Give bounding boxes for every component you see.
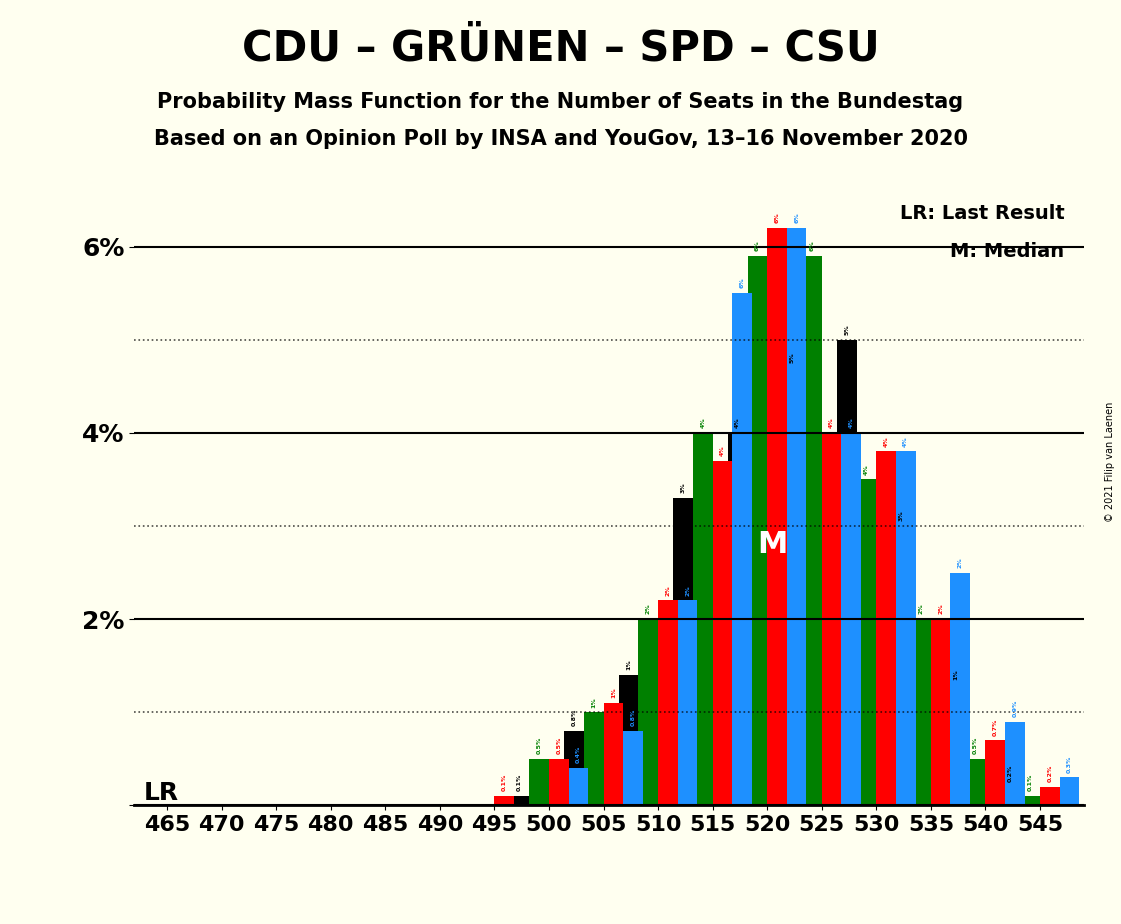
- Text: 2%: 2%: [938, 603, 943, 614]
- Bar: [748, 256, 767, 806]
- Bar: [803, 256, 822, 806]
- Bar: [728, 432, 748, 806]
- Bar: [678, 601, 697, 806]
- Text: 0.5%: 0.5%: [556, 736, 562, 754]
- Text: 0.5%: 0.5%: [537, 736, 541, 754]
- Bar: [639, 619, 658, 806]
- Text: 1%: 1%: [627, 660, 631, 670]
- Text: 5%: 5%: [844, 324, 850, 335]
- Bar: [985, 740, 1006, 806]
- Bar: [787, 228, 806, 806]
- Text: 2%: 2%: [957, 557, 963, 568]
- Text: 2%: 2%: [918, 603, 924, 614]
- Bar: [891, 526, 911, 806]
- Bar: [549, 759, 568, 806]
- Text: 4%: 4%: [735, 418, 740, 428]
- Text: 0.9%: 0.9%: [1012, 699, 1018, 717]
- Text: 0.1%: 0.1%: [517, 774, 522, 791]
- Bar: [822, 432, 842, 806]
- Text: 0.1%: 0.1%: [502, 774, 507, 791]
- Text: 6%: 6%: [809, 240, 814, 251]
- Bar: [658, 601, 678, 806]
- Text: 4%: 4%: [701, 418, 705, 428]
- Bar: [946, 685, 966, 806]
- Bar: [837, 340, 856, 806]
- Text: 2%: 2%: [685, 585, 691, 596]
- Text: 1%: 1%: [611, 687, 615, 699]
- Bar: [877, 452, 896, 806]
- Text: Based on an Opinion Poll by INSA and YouGov, 13–16 November 2020: Based on an Opinion Poll by INSA and You…: [154, 129, 967, 150]
- Bar: [1020, 796, 1040, 806]
- Text: 6%: 6%: [754, 240, 760, 251]
- Text: Probability Mass Function for the Number of Seats in the Bundestag: Probability Mass Function for the Number…: [157, 92, 964, 113]
- Bar: [1059, 777, 1080, 806]
- Text: 1%: 1%: [954, 669, 958, 680]
- Text: 0.3%: 0.3%: [1067, 756, 1072, 772]
- Bar: [623, 731, 642, 806]
- Text: 3%: 3%: [680, 482, 686, 493]
- Text: LR: Last Result: LR: Last Result: [900, 204, 1065, 223]
- Bar: [603, 703, 623, 806]
- Text: 0.1%: 0.1%: [1028, 774, 1032, 791]
- Text: 0.8%: 0.8%: [630, 709, 636, 726]
- Bar: [1001, 786, 1020, 806]
- Bar: [856, 480, 877, 806]
- Text: 6%: 6%: [775, 213, 779, 224]
- Text: 4%: 4%: [720, 445, 725, 456]
- Text: LR: LR: [143, 781, 179, 805]
- Bar: [584, 712, 603, 806]
- Bar: [896, 452, 916, 806]
- Bar: [782, 368, 803, 806]
- Text: 4%: 4%: [904, 436, 908, 447]
- Text: 6%: 6%: [740, 278, 744, 288]
- Bar: [693, 432, 713, 806]
- Text: 0.8%: 0.8%: [572, 709, 576, 726]
- Text: 5%: 5%: [790, 352, 795, 363]
- Bar: [842, 432, 861, 806]
- Bar: [568, 768, 589, 806]
- Text: 4%: 4%: [849, 418, 854, 428]
- Text: M: Median: M: Median: [951, 242, 1065, 261]
- Bar: [619, 675, 639, 806]
- Bar: [529, 759, 549, 806]
- Bar: [510, 796, 529, 806]
- Text: 2%: 2%: [646, 603, 651, 614]
- Bar: [767, 228, 787, 806]
- Text: 4%: 4%: [883, 436, 889, 447]
- Text: M: M: [758, 530, 788, 559]
- Bar: [732, 293, 752, 806]
- Bar: [1040, 786, 1059, 806]
- Bar: [951, 573, 970, 806]
- Bar: [930, 619, 951, 806]
- Text: 3%: 3%: [899, 511, 904, 521]
- Text: 0.2%: 0.2%: [1008, 765, 1013, 782]
- Bar: [713, 461, 732, 806]
- Text: 2%: 2%: [666, 585, 670, 596]
- Bar: [911, 619, 930, 806]
- Text: 6%: 6%: [794, 213, 799, 224]
- Text: 4%: 4%: [830, 418, 834, 428]
- Bar: [966, 759, 985, 806]
- Text: 0.2%: 0.2%: [1047, 765, 1053, 782]
- Bar: [1006, 722, 1025, 806]
- Text: 4%: 4%: [864, 464, 869, 475]
- Bar: [564, 731, 584, 806]
- Bar: [674, 498, 693, 806]
- Text: 0.7%: 0.7%: [993, 718, 998, 736]
- Text: CDU – GRÜNEN – SPD – CSU: CDU – GRÜNEN – SPD – CSU: [242, 28, 879, 69]
- Text: 0.5%: 0.5%: [973, 736, 978, 754]
- Bar: [494, 796, 515, 806]
- Text: 0.4%: 0.4%: [576, 746, 581, 763]
- Text: 1%: 1%: [591, 697, 596, 708]
- Text: © 2021 Filip van Laenen: © 2021 Filip van Laenen: [1105, 402, 1115, 522]
